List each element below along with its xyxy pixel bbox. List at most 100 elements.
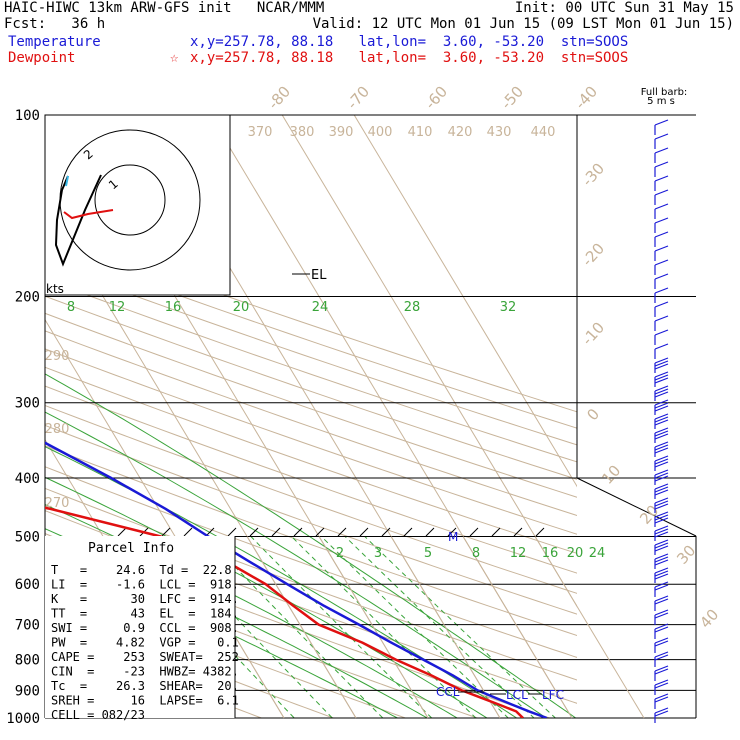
wind-barb-flag <box>654 161 669 168</box>
isotherm-label: -50 <box>497 83 527 113</box>
pressure-tick-label: 500 <box>15 529 40 545</box>
wind-barb-flag <box>654 682 669 689</box>
hodograph-inset <box>44 114 231 296</box>
wind-barb-flag <box>654 458 669 465</box>
wind-barb-flag <box>654 447 669 454</box>
isotherm-label: -60 <box>421 83 451 113</box>
pressure-tick-label: 1000 <box>6 711 40 727</box>
wind-barb-flag <box>654 525 669 532</box>
wind-barb-flag <box>654 461 669 468</box>
m-label: M <box>448 530 458 544</box>
parcel-info-row: TT = 43 EL = 184. <box>51 607 239 621</box>
dry-adiabat-line <box>45 278 577 463</box>
wind-barb-flag <box>654 231 669 238</box>
theta-e-label: 20 <box>233 300 250 315</box>
parcel-info-row: SWI = 0.9 CCL = 908. <box>51 621 239 635</box>
wind-barb-flag <box>654 693 669 700</box>
el-label: EL <box>311 268 327 283</box>
wind-barb-flag <box>654 517 669 524</box>
theta-e-label: 28 <box>404 300 421 315</box>
wind-barb-flag <box>654 374 669 381</box>
wind-barb-flag <box>654 623 669 630</box>
hatch-mark <box>227 527 237 537</box>
theta-label: 440 <box>531 125 556 140</box>
isotherm-line <box>462 536 573 719</box>
mixing-ratio-line <box>205 536 384 718</box>
wind-barb-flag <box>654 416 669 423</box>
wind-barb-flag <box>654 427 669 434</box>
wind-barb-flag <box>654 570 669 577</box>
pressure-tick-label: 200 <box>15 290 40 306</box>
hatch-mark <box>513 527 523 537</box>
wind-barb-flag <box>654 710 669 717</box>
temperature-legend-info: x,y=257.78, 88.18 lat,lon= 3.60, -53.20 … <box>190 34 629 50</box>
pressure-tick-label: 400 <box>15 471 40 487</box>
wind-barb-flag <box>654 640 669 647</box>
hatch-mark <box>161 527 171 537</box>
hodograph-trace <box>54 174 102 267</box>
parcel-info-row: LI = -1.6 LCL = 918. <box>51 578 239 592</box>
lcl-label: LCL <box>506 688 528 702</box>
moist-adiabat-label: 12 <box>109 300 126 315</box>
wind-barb-flag <box>654 500 669 507</box>
wind-barb-flag <box>654 531 669 538</box>
wind-barb-flag <box>654 433 669 440</box>
wind-barb-flag <box>654 511 669 518</box>
wind-barb-flag <box>654 556 669 563</box>
mixing-ratio-line <box>291 536 477 718</box>
dry-adiabat-line <box>45 348 577 535</box>
temperature-profile <box>45 441 548 718</box>
wind-barb-flag <box>654 489 669 496</box>
wind-barb-flag <box>654 469 669 476</box>
dry-adiabat-line <box>45 404 577 594</box>
wind-barb-flag <box>654 119 669 126</box>
dry-adiabat-line <box>45 230 577 413</box>
wind-barb-flag <box>654 528 669 535</box>
dry-adiabat-line <box>45 385 577 574</box>
mixing-ratio-line <box>250 536 433 718</box>
wind-barb-flag <box>654 665 669 672</box>
dewpoint-profile <box>45 506 524 718</box>
lfc-label: LFC <box>542 688 564 702</box>
hatch-mark <box>315 527 325 537</box>
wind-barb-flag <box>654 388 669 395</box>
wind-barb-flag <box>654 573 669 580</box>
wind-barb-flag <box>654 301 669 308</box>
wind-barb-flag <box>654 584 669 591</box>
pressure-tick-label: 700 <box>15 618 40 634</box>
theta-label: 370 <box>248 125 273 140</box>
wind-barb-flag <box>654 203 669 210</box>
hatch-mark <box>535 527 545 537</box>
mixing-ratio-label: 20 <box>567 546 584 561</box>
wind-barb-flag <box>654 595 669 602</box>
parcel-info-row: T = 24.6 Td = 22.8 <box>51 563 232 577</box>
isotherm-line <box>246 536 357 719</box>
theta-label: 410 <box>408 125 433 140</box>
theta-label: 270 <box>45 496 70 511</box>
right-axis-break <box>576 477 697 537</box>
wind-barb-flag <box>654 444 669 451</box>
wind-barb-flag <box>654 363 669 370</box>
hatch-mark <box>425 527 435 537</box>
wind-barb-flag <box>654 419 669 426</box>
wind-barb-flag <box>654 707 669 714</box>
wind-barb-flag <box>654 329 669 336</box>
wind-barb-flag <box>654 483 669 490</box>
wind-barb-flag <box>654 399 669 406</box>
hatch-mark <box>293 527 303 537</box>
wind-barb-flag <box>654 315 669 322</box>
barb-unit: 5 m s <box>647 96 675 107</box>
theta-label: 380 <box>290 125 315 140</box>
isotherm-line <box>0 115 4 731</box>
wind-barb-flag <box>654 542 669 549</box>
wind-barb-flag <box>654 371 669 378</box>
hatch-mark <box>491 527 501 537</box>
wind-barb-flag <box>654 133 669 140</box>
isotherm-line <box>534 536 645 719</box>
isotherm-line <box>318 536 429 719</box>
forecast-hour: Fcst: 36 h <box>4 16 106 32</box>
dewpoint-legend-label: Dewpoint <box>8 50 76 66</box>
wind-barb-flag <box>654 696 669 703</box>
wind-barb-flag <box>654 402 669 409</box>
